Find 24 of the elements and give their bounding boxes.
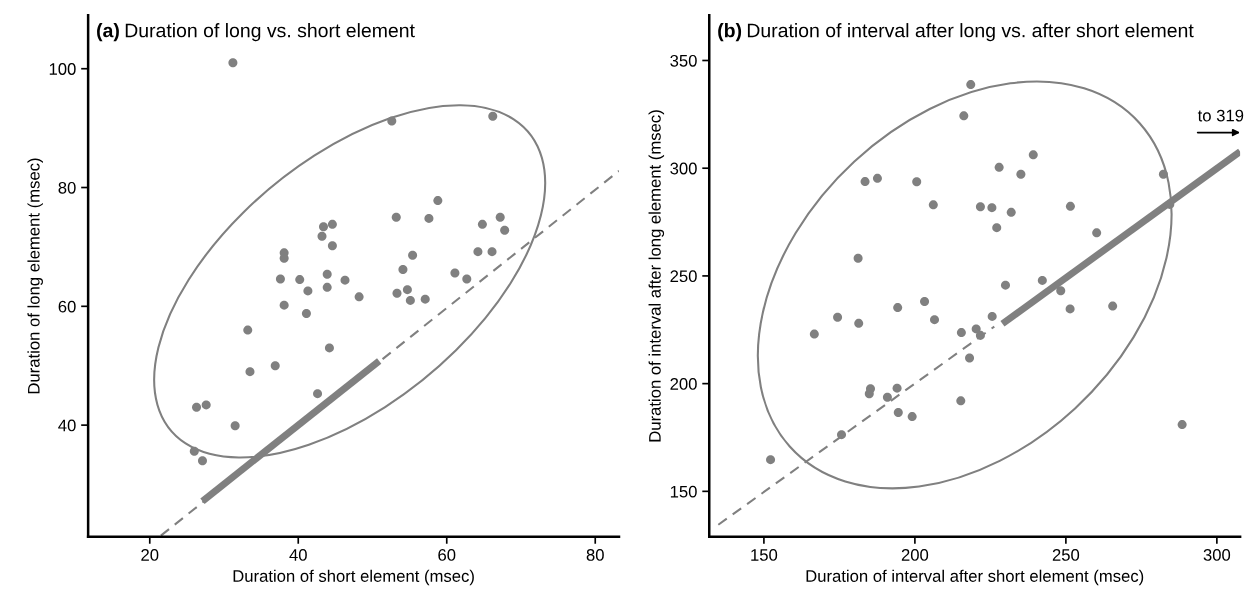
y-tick-label: 350 [670, 54, 697, 67]
y-axis-title: Duration of interval after long element (msec) [648, 110, 665, 442]
y-tick-label: 150 [670, 485, 697, 498]
x-tick-label: 80 [586, 549, 604, 561]
y-tick-label: 100 [49, 63, 76, 75]
y-tick-label: 40 [58, 419, 76, 432]
x-tick-label: 40 [289, 549, 307, 561]
y-tick-label: 80 [58, 181, 76, 194]
y-tick-label: 200 [670, 378, 697, 390]
x-tick-label: 200 [901, 549, 929, 561]
x-tick-label: 60 [438, 549, 456, 561]
chart-title: (b) Duration of interval after long vs. after short element [718, 23, 1194, 42]
y-tick-label: 250 [670, 270, 697, 283]
x-tick-label: 300 [1203, 549, 1231, 561]
y-axis-title: Duration of long element (msec) [27, 158, 43, 394]
y-tick-label: 300 [670, 162, 697, 175]
y-tick-label: 60 [58, 300, 76, 313]
chart-title: (a) Duration of long vs. short element [97, 23, 415, 42]
annotation: to 319 [1197, 109, 1244, 122]
x-axis-title: Duration of interval after short element (msec) [806, 569, 1144, 586]
x-tick-label: 250 [1052, 549, 1080, 561]
x-tick-label: 150 [751, 549, 778, 561]
x-tick-label: 20 [141, 549, 159, 561]
x-axis-title: Duration of short element (msec) [233, 569, 474, 586]
